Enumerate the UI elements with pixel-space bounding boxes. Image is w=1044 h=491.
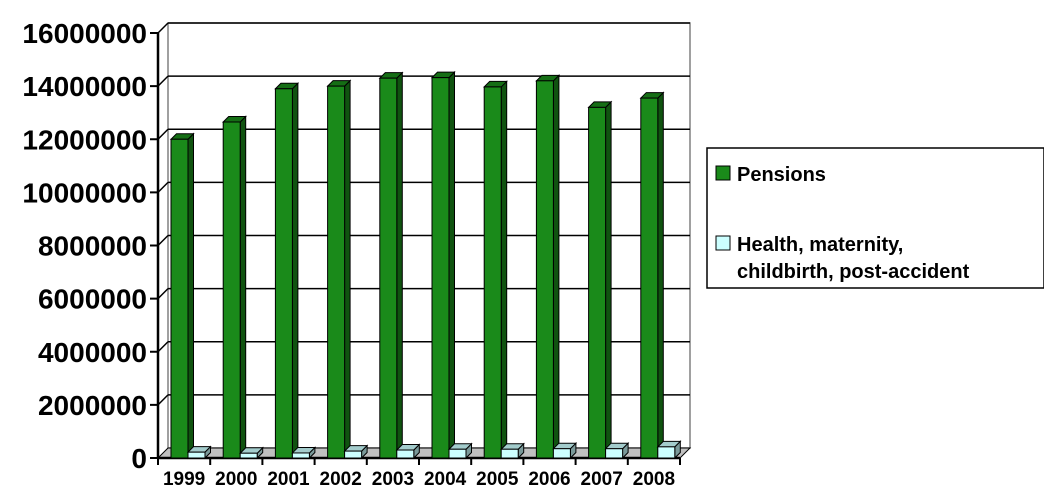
gridline-side [158,342,168,352]
gridline-side [158,289,168,299]
bar-front [171,139,188,458]
bar-side [345,81,351,458]
y-tick-label: 0 [131,443,147,474]
legend-swatch-pensions [716,166,730,180]
bar-front [589,107,606,458]
bar [345,446,368,458]
x-tick-label: 2004 [424,469,467,490]
gridline-side [158,236,168,246]
legend-label-pensions: Pensions [737,164,826,186]
gridline-side [158,129,168,139]
y-tick-label: 10000000 [22,177,147,208]
bar [589,102,612,458]
x-tick-label: 2001 [267,469,310,490]
legend-label-health-line2: childbirth, post-accident [737,261,970,283]
x-tick-label: 2007 [581,469,623,490]
x-tick-label: 2006 [528,469,570,490]
bar [328,81,351,458]
y-tick-label: 6000000 [38,284,147,315]
bar-front [397,450,414,458]
bar-front [501,449,518,458]
legend-label-health-line1: Health, maternity, [737,234,903,256]
bar-front [292,453,309,458]
x-tick-label: 1999 [163,469,205,490]
gridline-side [158,23,168,33]
bar-front [380,78,397,458]
bar-front [275,89,292,458]
bar [188,447,211,458]
bar-front [240,453,257,458]
bar-side [501,81,507,458]
bar-front [188,452,205,458]
y-tick-label: 4000000 [38,337,147,368]
bar [501,444,524,458]
bar [606,443,629,458]
bar-front [606,449,623,458]
bar-front [484,87,501,458]
bar-side [292,83,298,458]
bar-front [553,449,570,458]
bar [240,448,263,458]
bar-front [345,451,362,458]
x-tick-label: 2000 [215,469,257,490]
bar [397,445,420,458]
legend: Pensions Health, maternity, childbirth, … [707,148,1044,288]
bar [536,75,559,458]
bar-front [223,122,240,458]
x-tick-label: 2003 [372,469,414,490]
y-tick-label: 12000000 [22,124,147,155]
bar [553,443,576,458]
bar-front [328,86,345,458]
bar-side [606,102,612,458]
bar [449,444,472,458]
bar [380,73,403,458]
bar-front [449,449,466,458]
y-tick-label: 8000000 [38,231,147,262]
bar-side [397,73,403,458]
gridline-side [158,182,168,192]
x-tick-label: 2002 [320,469,362,490]
gridline-side [158,395,168,405]
bar [658,441,681,458]
bar [292,447,315,458]
y-tick-label: 14000000 [22,71,147,102]
bar-side [188,134,194,458]
bar [432,72,455,458]
bar [171,134,194,458]
legend-swatch-health [716,236,730,250]
bar-side [553,75,559,458]
bar-front [432,78,449,458]
bar-side [449,72,455,458]
x-tick-label: 2008 [633,469,675,490]
gridline-side [158,76,168,86]
bar-side [240,116,246,458]
bar-front [641,98,658,458]
bar [275,83,298,458]
bar [641,93,664,458]
bar-front [536,81,553,458]
bar [223,116,246,458]
bar [484,81,507,458]
x-tick-label: 2005 [476,469,519,490]
y-tick-label: 16000000 [22,18,147,49]
bar-side [658,93,664,458]
y-tick-label: 2000000 [38,390,147,421]
bar-front [658,447,675,458]
